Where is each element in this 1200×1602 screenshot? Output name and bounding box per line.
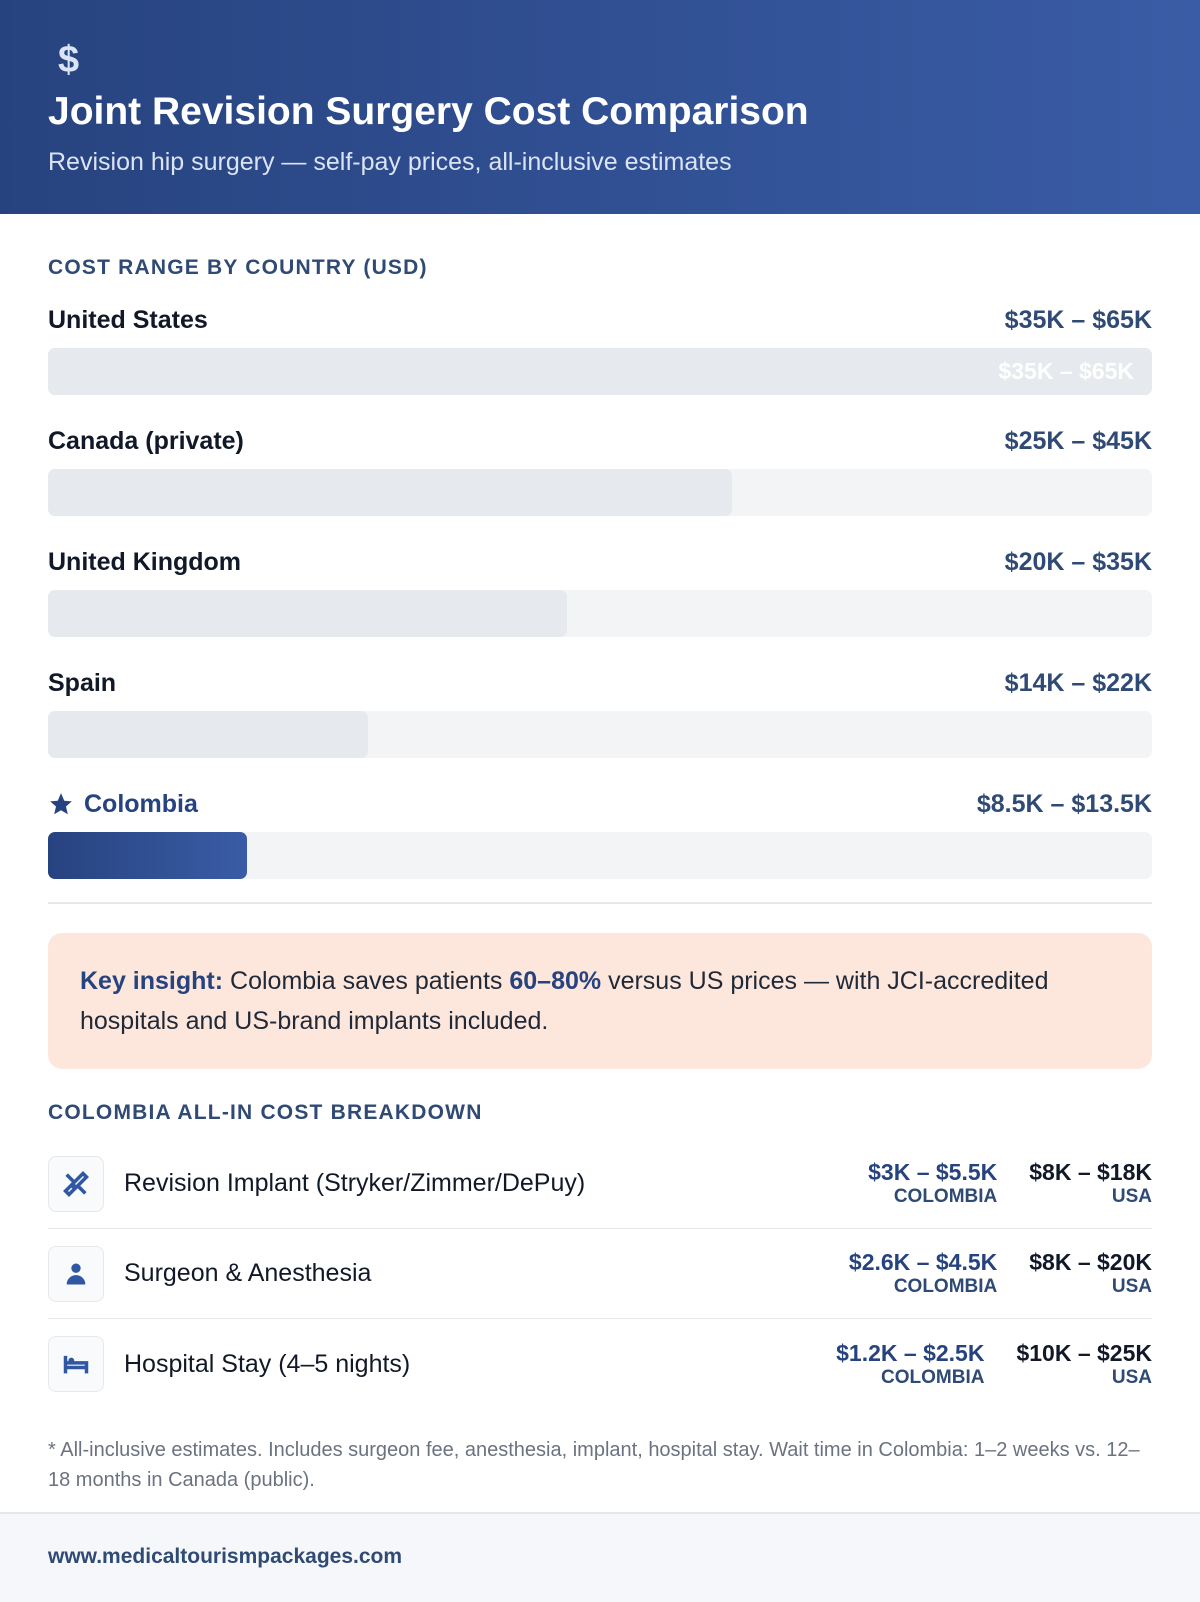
- header: $ Joint Revision Surgery Cost Comparison…: [0, 0, 1200, 214]
- colombia-price: $2.6K – $4.5K COLOMBIA: [849, 1249, 997, 1298]
- price-label: USA: [1111, 1366, 1152, 1388]
- country-cell: Colombia: [48, 790, 198, 819]
- insight-text: versus US prices — with JCI-accredited h…: [80, 967, 1049, 1035]
- icon: [63, 1170, 89, 1197]
- range: $8.5K – $13.5K: [976, 789, 1152, 818]
- item-icon: [48, 1245, 104, 1302]
- row-header: Spain $14K – $22K: [48, 663, 1152, 703]
- bar-track: [48, 590, 1152, 637]
- title: Joint Revision Surgery Cost Comparison: [48, 90, 809, 133]
- bar: [48, 348, 1152, 395]
- bar: [48, 832, 247, 879]
- range: $25K – $45K: [1004, 426, 1152, 455]
- bar: [48, 590, 567, 637]
- dollar-icon: $: [58, 39, 80, 81]
- item-name: Revision Implant (Stryker/Zimmer/DePuy): [124, 1169, 586, 1197]
- item-icon: [48, 1336, 104, 1392]
- country: Spain: [48, 668, 117, 697]
- price-label: USA: [1111, 1276, 1152, 1297]
- insight: Key insight: Colombia saves patients 60–…: [48, 933, 1152, 1069]
- footer: www.medicaltourismpackages.com: [0, 1512, 1200, 1602]
- colombia-price: $1.2K – $2.5K COLOMBIA: [836, 1340, 984, 1389]
- breakdown-list: Revision Implant (Stryker/Zimmer/DePuy) $…: [48, 1139, 1152, 1409]
- price-label: COLOMBIA: [881, 1366, 985, 1388]
- country-cell: United States: [48, 306, 208, 335]
- breakdown-item: Revision Implant (Stryker/Zimmer/DePuy) $…: [48, 1139, 1152, 1229]
- usa-price: $8K – $18K USA: [1029, 1159, 1152, 1208]
- item-name: Surgeon & Anesthesia: [124, 1259, 372, 1287]
- price-value: $2.6K – $4.5K: [848, 1249, 998, 1275]
- breakdown-item: Surgeon & Anesthesia $2.6K – $4.5K COLOMBI…: [48, 1229, 1152, 1319]
- section-heading: COLOMBIA ALL-IN COST BREAKDOWN: [48, 1101, 483, 1124]
- insight-text: Colombia saves patients: [230, 967, 503, 995]
- range: $35K – $65K: [1004, 305, 1152, 334]
- price-label: USA: [1111, 1186, 1152, 1207]
- item-name: Hospital Stay (4–5 nights): [124, 1349, 411, 1378]
- section-heading: COST RANGE BY COUNTRY (USD): [48, 256, 428, 279]
- price-label: COLOMBIA: [893, 1186, 998, 1207]
- icon: [66, 1263, 86, 1284]
- bar-track: [48, 711, 1152, 758]
- country: United States: [48, 305, 208, 334]
- country: United Kingdom: [48, 547, 242, 576]
- country-cell: Canada (private): [48, 427, 244, 456]
- item-icon: [48, 1155, 104, 1212]
- row-header: Colombia $8.5K – $13.5K: [48, 784, 1152, 824]
- bar: [48, 711, 369, 758]
- country-cell: Spain: [48, 669, 116, 698]
- country: Canada (private): [48, 426, 244, 455]
- usa-price: $10K – $25K USA: [1016, 1340, 1152, 1389]
- main: COST RANGE BY COUNTRY (USD) United State…: [0, 256, 1200, 1495]
- price-value: $3K – $5.5K: [868, 1159, 998, 1185]
- bar-track: [48, 469, 1152, 516]
- row-header: United States $35K – $65K: [48, 300, 1152, 340]
- bar-label: $35K – $65K: [998, 358, 1134, 384]
- country: Colombia: [84, 789, 198, 818]
- subtitle: Revision hip surgery — self-pay prices, …: [48, 148, 732, 176]
- colombia-price: $3K – $5.5K COLOMBIA: [868, 1159, 997, 1208]
- bar: [48, 469, 733, 516]
- price-value: $10K – $25K: [1016, 1339, 1152, 1366]
- footnote: * All-inclusive estimates. Includes surg…: [48, 1439, 1140, 1491]
- price-label: COLOMBIA: [893, 1276, 998, 1297]
- divider: [48, 902, 1152, 904]
- row-header: United Kingdom $20K – $35K: [48, 542, 1152, 582]
- icon: [63, 1355, 89, 1374]
- range: $20K – $35K: [1004, 547, 1152, 576]
- row-header: Canada (private) $25K – $45K: [48, 421, 1152, 461]
- price-value: $8K – $20K: [1029, 1249, 1152, 1275]
- star-icon: [50, 793, 72, 815]
- breakdown-item: Hospital Stay (4–5 nights) $1.2K – $2.5K C…: [48, 1319, 1152, 1409]
- price-value: $8K – $18K: [1029, 1159, 1152, 1185]
- usa-price: $8K – $20K USA: [1029, 1249, 1152, 1298]
- country-cell: United Kingdom: [48, 548, 241, 577]
- cost-rows: United States $35K – $65K $35K – $65K Canad…: [48, 300, 1152, 879]
- price-value: $1.2K – $2.5K: [836, 1339, 985, 1366]
- insight-label: Key insight:: [80, 967, 224, 995]
- bar-track: [48, 832, 1152, 879]
- bar-track: $35K – $65K: [48, 348, 1152, 395]
- insight-highlight: 60–80%: [509, 967, 602, 995]
- range: $14K – $22K: [1004, 668, 1152, 697]
